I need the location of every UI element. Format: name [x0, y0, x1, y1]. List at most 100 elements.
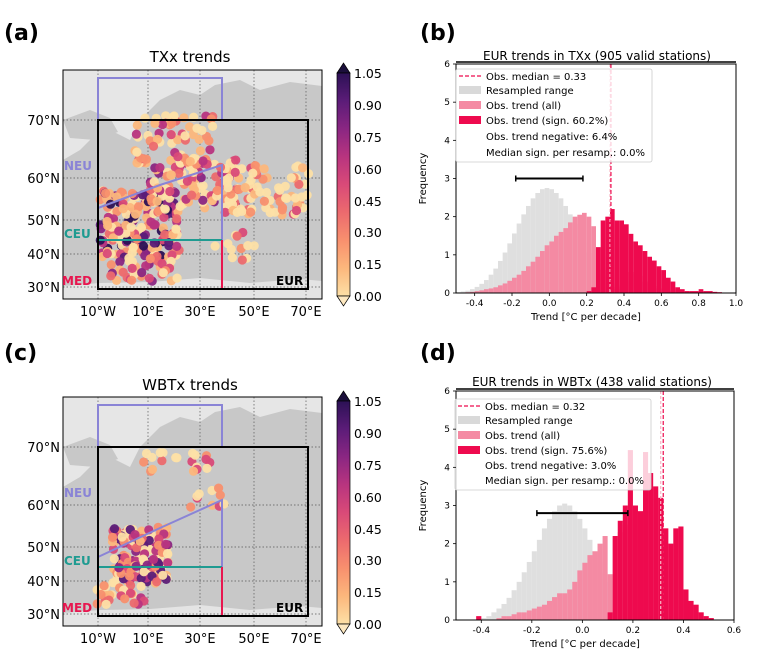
colorbar-max-arrow [336, 390, 351, 402]
neu-label: NEU [64, 486, 92, 500]
y-tick-label: 3 [444, 175, 450, 185]
hist-bar [605, 216, 610, 293]
station-dot [144, 273, 154, 283]
station-dot [128, 242, 138, 252]
hist-bar [460, 291, 466, 293]
hist-bar [546, 518, 553, 620]
station-dot [194, 134, 204, 144]
station-dot [166, 130, 176, 140]
hist-bar [562, 593, 568, 620]
station-dot [139, 567, 149, 577]
hist-bar [516, 581, 522, 620]
hist-bar [568, 222, 573, 293]
map-a: NEU CEU MED EUR [62, 69, 323, 300]
station-dot [101, 599, 111, 610]
station-dot [173, 152, 183, 162]
station-dot [232, 231, 242, 241]
station-dot [259, 196, 269, 206]
hist-bar [558, 231, 564, 293]
lon-label: 10°W [80, 632, 116, 647]
hist-bar [627, 450, 633, 620]
station-dot [150, 220, 160, 230]
x-tick-label: 0.6 [727, 626, 742, 636]
station-dot [126, 222, 136, 232]
lon-label: 10°W [80, 305, 116, 320]
hist-bar [481, 618, 487, 620]
station-dot [187, 190, 197, 200]
station-dot [204, 136, 214, 146]
hist-bar [661, 270, 666, 293]
station-dot [121, 228, 131, 238]
colorbar-body [336, 72, 351, 297]
hist-bar [531, 551, 537, 620]
station-dot [232, 207, 242, 217]
station-dot [133, 202, 144, 212]
station-dot [198, 156, 208, 166]
station-dot [166, 155, 176, 165]
colorbar-max-arrow [336, 62, 351, 74]
station-dot [125, 588, 136, 598]
station-dot [157, 119, 168, 130]
hist-bar [470, 291, 475, 293]
hist-bar [511, 614, 517, 620]
station-dot [107, 532, 118, 543]
station-dot [159, 212, 169, 222]
x-tick-label: -0.4 [472, 626, 490, 636]
hist-bar [652, 260, 657, 293]
station-dot [249, 241, 259, 251]
hist-bar [544, 188, 550, 293]
hist-bar [511, 590, 517, 620]
station-dot [230, 167, 240, 177]
legend-box [454, 398, 652, 491]
legend-resampled-swatch [459, 86, 481, 94]
station-dot [158, 570, 168, 580]
station-dot [182, 176, 192, 186]
station-dot [262, 187, 272, 198]
station-dot [274, 183, 284, 193]
hist-bar [541, 604, 547, 620]
hist-bar [552, 597, 558, 620]
legend-b: Obs. median = 0.33 Resampled range Obs. … [459, 72, 645, 159]
hist-bar [656, 266, 662, 293]
histogram-d: -0.4 -0.2 0.0 0.2 0.4 0.6 0 1 2 3 4 5 6 Trend [°C per… [418, 387, 741, 650]
legend-resampled-text: Resampled range [485, 416, 573, 427]
hist-bar [610, 209, 615, 293]
station-dot [185, 156, 195, 167]
x-tick-label: 0.2 [580, 299, 594, 309]
lat-label: 50°N [27, 214, 60, 229]
station-dot [140, 113, 150, 123]
hist-bar [653, 486, 659, 620]
x-tick-label: 0.2 [626, 626, 640, 636]
station-dot [282, 193, 292, 203]
x-tick-label: -0.4 [466, 299, 484, 309]
station-dot [106, 260, 116, 270]
eur-region-outline [97, 446, 309, 617]
station-dot [132, 147, 142, 157]
neu-label: NEU [64, 159, 92, 173]
station-dot [161, 539, 171, 549]
colorbar-tick: 0.60 [354, 162, 382, 177]
hist-bar [549, 241, 554, 293]
hist-title-d: EUR trends in WBTx (438 valid stations) [472, 375, 712, 389]
hist-bar [526, 610, 532, 620]
x-tick-label: 0.0 [542, 299, 557, 309]
station-dot [141, 448, 152, 459]
station-dot [210, 241, 220, 251]
neu-ceu-boundary [97, 498, 223, 567]
y-tick-label: 5 [444, 425, 450, 435]
hist-bar [484, 280, 489, 293]
ceu-label: CEU [64, 227, 91, 241]
hist-bar [680, 289, 685, 293]
station-dot [160, 204, 170, 214]
hist-bar [540, 189, 545, 293]
station-dot [148, 141, 159, 151]
legend-negative-text: Obs. trend negative: 6.4% [486, 132, 617, 143]
lon-labels-c: 10°W 10°E 30°E 50°E 70°E [80, 632, 322, 647]
hist-bar [587, 555, 593, 620]
hist-bar [531, 608, 537, 620]
x-tick-label: 0.0 [575, 626, 590, 636]
station-dot [155, 163, 165, 173]
station-dot [259, 164, 269, 174]
colorbar-tick: 0.15 [354, 585, 382, 600]
station-dot [252, 182, 262, 192]
